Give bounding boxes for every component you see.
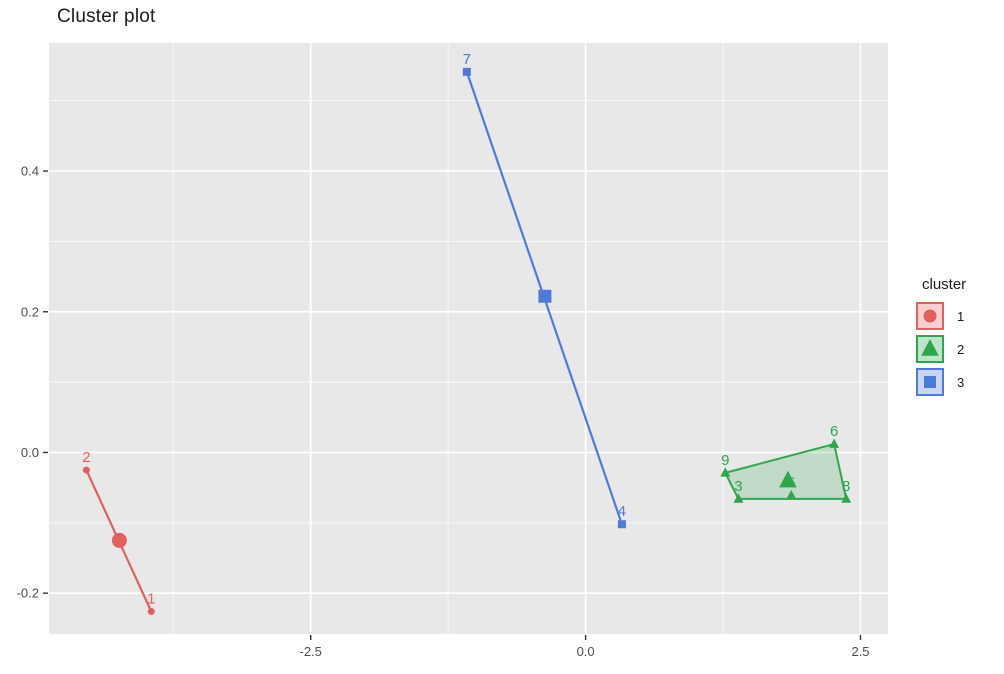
centroid-marker bbox=[111, 532, 127, 548]
x-tick-label: -2.5 bbox=[300, 644, 322, 659]
y-tick-label: 0.2 bbox=[21, 304, 39, 319]
plot-panel bbox=[49, 43, 888, 634]
data-point bbox=[147, 607, 155, 615]
data-point bbox=[829, 438, 840, 448]
y-tick-label: 0.4 bbox=[21, 164, 39, 179]
y-tick-label: 0.0 bbox=[21, 445, 39, 460]
data-point bbox=[82, 466, 90, 474]
data-point bbox=[841, 493, 852, 503]
legend-key-1 bbox=[916, 302, 944, 330]
plot-title: Cluster plot bbox=[57, 6, 156, 27]
point-label: 8 bbox=[842, 478, 850, 495]
legend-item-label: 1 bbox=[957, 308, 965, 324]
legend-item-cluster-3: 3 bbox=[916, 368, 966, 396]
point-label: 7 bbox=[463, 51, 471, 68]
legend: cluster 1 2 3 bbox=[916, 276, 966, 401]
centroid-marker bbox=[538, 289, 552, 303]
point-label: 3 bbox=[734, 478, 742, 495]
legend-item-cluster-2: 2 bbox=[916, 335, 966, 363]
data-point bbox=[786, 489, 797, 500]
point-label: 6 bbox=[830, 423, 838, 440]
point-label: 1 bbox=[147, 590, 155, 607]
y-tick-label: -0.2 bbox=[17, 586, 39, 601]
legend-item-label: 3 bbox=[957, 374, 965, 390]
data-point bbox=[733, 493, 744, 503]
triangle-marker-glyph bbox=[921, 339, 939, 356]
legend-key-2 bbox=[916, 335, 944, 363]
legend-title: cluster bbox=[922, 276, 967, 293]
data-point bbox=[720, 467, 731, 477]
square-marker-glyph bbox=[924, 376, 936, 388]
legend-key-3 bbox=[916, 368, 944, 396]
data-point bbox=[462, 67, 471, 76]
square-marker-icon bbox=[924, 376, 936, 388]
point-label: 5 bbox=[787, 474, 795, 491]
point-label: 9 bbox=[721, 452, 729, 469]
legend-item-label: 2 bbox=[957, 341, 965, 357]
circle-marker-icon bbox=[923, 309, 937, 323]
circle-marker-glyph bbox=[923, 309, 937, 323]
legend-item-cluster-1: 1 bbox=[916, 302, 966, 330]
point-label: 2 bbox=[82, 449, 90, 466]
x-tick-label: 2.5 bbox=[851, 644, 869, 659]
triangle-marker-icon bbox=[921, 339, 939, 356]
x-tick-label: 0.0 bbox=[577, 644, 595, 659]
point-label: 4 bbox=[618, 503, 626, 520]
data-point bbox=[617, 520, 626, 529]
centroid-marker bbox=[779, 470, 797, 488]
